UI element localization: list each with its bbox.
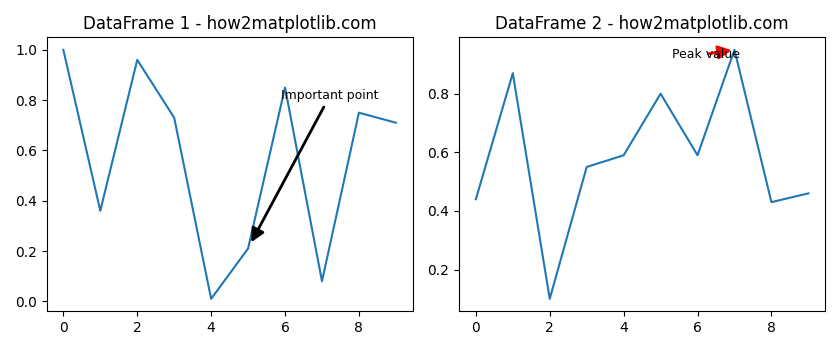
- Text: Important point: Important point: [253, 89, 379, 239]
- Title: DataFrame 1 - how2matplotlib.com: DataFrame 1 - how2matplotlib.com: [83, 15, 376, 33]
- Title: DataFrame 2 - how2matplotlib.com: DataFrame 2 - how2matplotlib.com: [496, 15, 789, 33]
- Text: Peak value: Peak value: [672, 47, 740, 61]
